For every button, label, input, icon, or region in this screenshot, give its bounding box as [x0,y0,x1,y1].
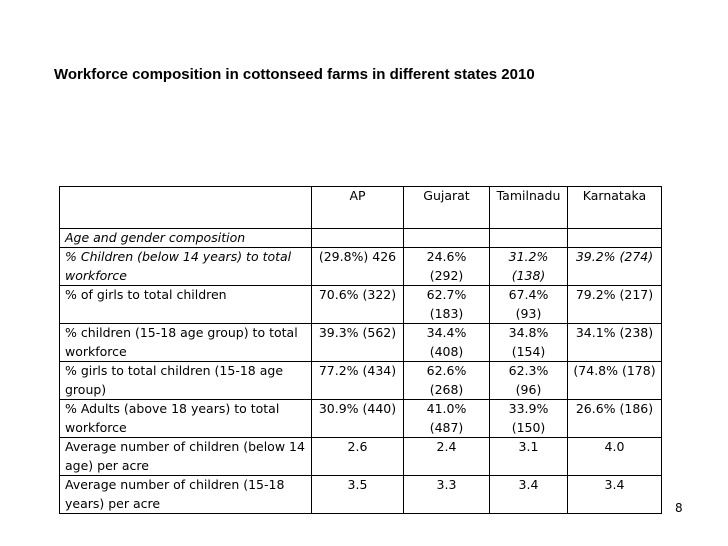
cell-ap: 2.6 [311,437,404,477]
table-row: % children (15-18 age group) to total wo… [59,323,662,363]
table-row: % girls to total children (15-18 age gro… [59,361,662,401]
row-label: % of girls to total children [59,285,312,325]
cell-gujarat: 24.6% (292) [403,247,490,287]
cell-tamilnadu: 3.1 [489,437,568,477]
cell-gujarat: 62.6% (268) [403,361,490,401]
cell-tamilnadu: 62.3% (96) [489,361,568,401]
row-label: Average number of children (15-18 years)… [59,475,312,515]
table-cell [567,227,662,249]
cell-karnataka: 39.2% (274) [567,247,662,287]
table-cell [489,227,568,249]
table-header-row: AP Gujarat Tamilnadu Karnataka [59,186,662,229]
table-row: Average number of children (15-18 years)… [59,475,662,515]
cell-tamilnadu: 33.9% (150) [489,399,568,439]
header-gujarat: Gujarat [403,186,490,229]
cell-ap: 70.6% (322) [311,285,404,325]
cell-karnataka: (74.8% (178) [567,361,662,401]
cell-tamilnadu: 31.2% (138) [489,247,568,287]
cell-gujarat: 3.3 [403,475,490,515]
cell-tamilnadu: 67.4% (93) [489,285,568,325]
section-heading: Age and gender composition [59,227,312,249]
workforce-table: AP Gujarat Tamilnadu Karnataka Age and g… [59,186,662,515]
header-tamilnadu: Tamilnadu [489,186,568,229]
cell-gujarat: 2.4 [403,437,490,477]
header-karnataka: Karnataka [567,186,662,229]
cell-gujarat: 62.7% (183) [403,285,490,325]
row-label: % children (15-18 age group) to total wo… [59,323,312,363]
cell-ap: 39.3% (562) [311,323,404,363]
slide-title: Workforce composition in cottonseed farm… [54,66,535,83]
table-row: % of girls to total children 70.6% (322)… [59,285,662,325]
cell-karnataka: 34.1% (238) [567,323,662,363]
cell-karnataka: 26.6% (186) [567,399,662,439]
cell-ap: 3.5 [311,475,404,515]
cell-gujarat: 41.0% (487) [403,399,490,439]
table-row: Average number of children (below 14 age… [59,437,662,477]
table-row: % Adults (above 18 years) to total workf… [59,399,662,439]
cell-karnataka: 79.2% (217) [567,285,662,325]
cell-ap: 30.9% (440) [311,399,404,439]
row-label: % girls to total children (15-18 age gro… [59,361,312,401]
cell-karnataka: 4.0 [567,437,662,477]
table-row: % Children (below 14 years) to total wor… [59,247,662,287]
cell-ap: 77.2% (434) [311,361,404,401]
table-cell [311,227,404,249]
row-label: % Adults (above 18 years) to total workf… [59,399,312,439]
table-cell [403,227,490,249]
page-number: 8 [675,501,683,515]
row-label: Average number of children (below 14 age… [59,437,312,477]
row-label: % Children (below 14 years) to total wor… [59,247,312,287]
cell-gujarat: 34.4% (408) [403,323,490,363]
cell-tamilnadu: 34.8% (154) [489,323,568,363]
section-heading-row: Age and gender composition [59,227,662,249]
header-ap: AP [311,186,404,229]
cell-ap: (29.8%) 426 [311,247,404,287]
header-blank-cell [59,186,312,229]
cell-tamilnadu: 3.4 [489,475,568,515]
cell-karnataka: 3.4 [567,475,662,515]
